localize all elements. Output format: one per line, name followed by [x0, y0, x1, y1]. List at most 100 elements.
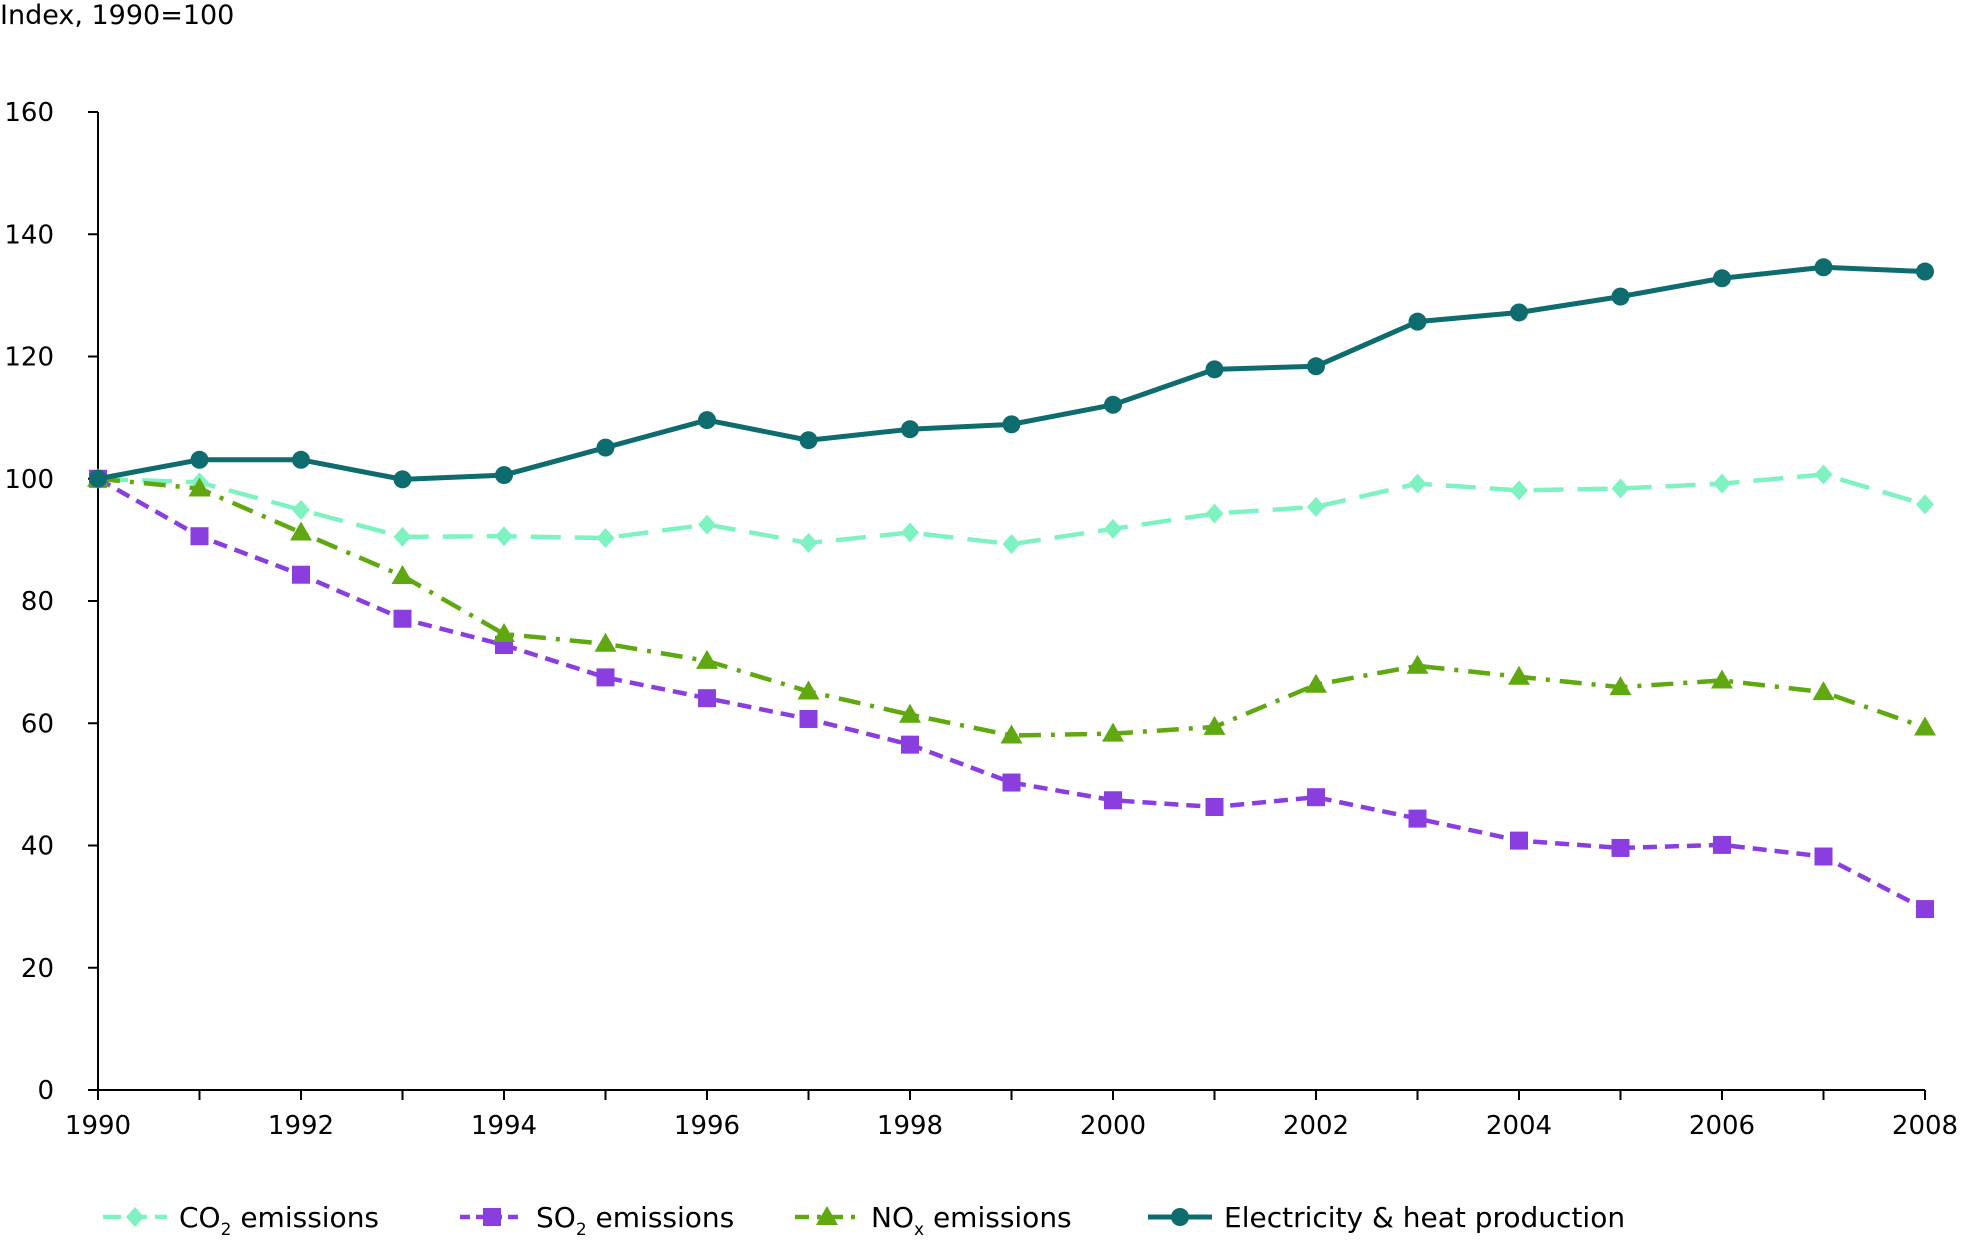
data-point [1205, 360, 1224, 379]
data-point [493, 623, 515, 643]
data-point [1000, 724, 1023, 744]
data-point [1307, 788, 1325, 807]
data-point [1814, 464, 1833, 485]
data-point [901, 420, 919, 439]
data-point [1611, 478, 1630, 499]
y-tick-label: 60 [21, 709, 54, 739]
axes: 0 20 40 60 80 100 120 140 160 1990 1992 1994 1996 199… [4, 98, 1958, 1141]
data-point [1510, 831, 1528, 850]
legend: CO2 emissions SO2 emissions NOx emissions E… [103, 1201, 1625, 1240]
data-point [1611, 287, 1630, 306]
y-tick-label: 160 [4, 98, 54, 128]
data-point [391, 564, 414, 584]
series-line [97, 476, 1926, 738]
data-point [797, 680, 820, 700]
data-point [1408, 473, 1427, 494]
x-tick-label: 2000 [1080, 1111, 1146, 1141]
legend-label: CO2 emissions [179, 1201, 379, 1240]
series-line [97, 472, 1926, 547]
data-point [1916, 494, 1934, 515]
series-0 [89, 464, 1934, 555]
data-point [698, 411, 716, 430]
y-tick-label: 40 [21, 832, 54, 862]
data-point [1408, 312, 1427, 331]
legend-marker [1171, 1208, 1189, 1226]
y-tick-label: 20 [21, 954, 54, 984]
legend-item-3: Electricity & heat production [1148, 1201, 1625, 1234]
data-point [1916, 900, 1934, 919]
data-point [1510, 480, 1528, 501]
data-point [799, 709, 818, 728]
legend-label: SO2 emissions [536, 1201, 734, 1240]
data-point [1104, 518, 1122, 539]
data-point [799, 431, 818, 450]
y-tick-label: 120 [4, 343, 54, 373]
x-tick-label: 2008 [1892, 1111, 1958, 1141]
data-point [1307, 357, 1325, 376]
data-point [292, 450, 310, 469]
x-tick-label: 1992 [268, 1111, 334, 1141]
data-point [190, 527, 209, 546]
data-point [696, 649, 718, 669]
data-point [899, 703, 921, 723]
data-point [1102, 722, 1124, 742]
x-tick-label: 2002 [1283, 1111, 1349, 1141]
data-point [89, 469, 107, 488]
series-2 [87, 467, 1936, 744]
data-point [393, 609, 412, 628]
x-tick-label: 1996 [674, 1111, 740, 1141]
legend-label: NOx emissions [871, 1201, 1072, 1240]
data-point [290, 521, 312, 541]
data-point [1205, 797, 1224, 816]
data-point [1611, 838, 1630, 857]
x-tick-label: 1990 [65, 1111, 131, 1141]
legend-item-2: NOx emissions [795, 1201, 1072, 1240]
data-point [1406, 654, 1429, 674]
data-point [1609, 676, 1632, 696]
data-point [1305, 673, 1327, 693]
data-point [1205, 503, 1224, 524]
data-point [596, 668, 615, 687]
series-3 [89, 258, 1934, 489]
data-point [393, 526, 412, 547]
data-point [495, 526, 513, 547]
legend-marker [126, 1207, 144, 1227]
data-point [596, 528, 615, 549]
data-point [292, 499, 310, 520]
data-point [393, 470, 412, 489]
data-point [1713, 473, 1731, 494]
legend-marker [483, 1208, 501, 1226]
data-point [1814, 258, 1833, 277]
data-point [1508, 665, 1530, 685]
x-tick-label: 1998 [877, 1111, 943, 1141]
data-point [698, 514, 716, 535]
data-point [1203, 715, 1226, 735]
data-point [1713, 835, 1731, 854]
y-tick-label: 0 [37, 1076, 54, 1106]
data-point [1002, 534, 1021, 555]
data-point [1713, 269, 1731, 288]
data-point [1002, 415, 1021, 434]
x-tick-label: 2006 [1689, 1111, 1755, 1141]
y-tick-label: 80 [21, 587, 54, 617]
legend-item-1: SO2 emissions [460, 1201, 734, 1240]
data-point [1104, 791, 1122, 810]
data-point [1307, 496, 1325, 517]
y-tick-label: 140 [4, 220, 54, 250]
legend-marker [816, 1206, 838, 1225]
data-point [495, 466, 513, 485]
data-point [292, 565, 310, 584]
data-point [1812, 681, 1835, 701]
data-point [1711, 669, 1733, 689]
data-point [901, 735, 919, 754]
y-axis-unit-label: Index, 1990=100 [0, 0, 234, 31]
x-tick-label: 2004 [1486, 1111, 1552, 1141]
y-tick-label: 100 [4, 465, 54, 495]
data-point [596, 438, 615, 457]
data-point [1510, 303, 1528, 322]
data-point [698, 689, 716, 708]
data-point [188, 477, 211, 497]
data-point [1104, 395, 1122, 414]
data-point [594, 632, 617, 652]
